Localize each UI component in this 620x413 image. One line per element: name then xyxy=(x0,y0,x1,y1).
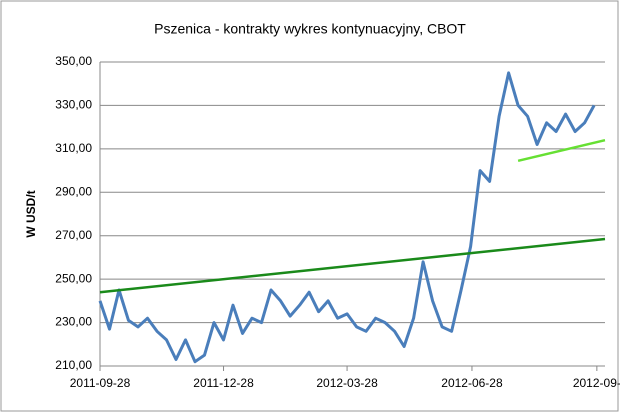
y-tick-label: 310,00 xyxy=(55,141,92,155)
y-tick-label: 270,00 xyxy=(55,228,92,242)
y-axis-label: W USD/t xyxy=(24,190,38,237)
y-tick-label: 330,00 xyxy=(55,98,92,112)
y-tick-label: 290,00 xyxy=(55,184,92,198)
trend-line xyxy=(517,138,606,163)
x-tick-label: 2012-03-28 xyxy=(316,376,378,390)
y-tick-label: 210,00 xyxy=(55,358,92,372)
x-tick-label: 2012-09- xyxy=(573,376,620,390)
x-tick-label: 2011-09-28 xyxy=(70,376,131,390)
data-line xyxy=(98,71,596,364)
x-tick-label: 2012-06-28 xyxy=(441,376,503,390)
x-tick-label: 2011-12-28 xyxy=(193,376,254,390)
y-tick-label: 250,00 xyxy=(55,271,92,285)
chart-title: Pszenica - kontrakty wykres kontynuacyjn… xyxy=(154,21,466,37)
y-tick-label: 230,00 xyxy=(55,315,92,329)
y-tick-label: 350,00 xyxy=(55,54,92,68)
trend-line xyxy=(99,237,606,294)
